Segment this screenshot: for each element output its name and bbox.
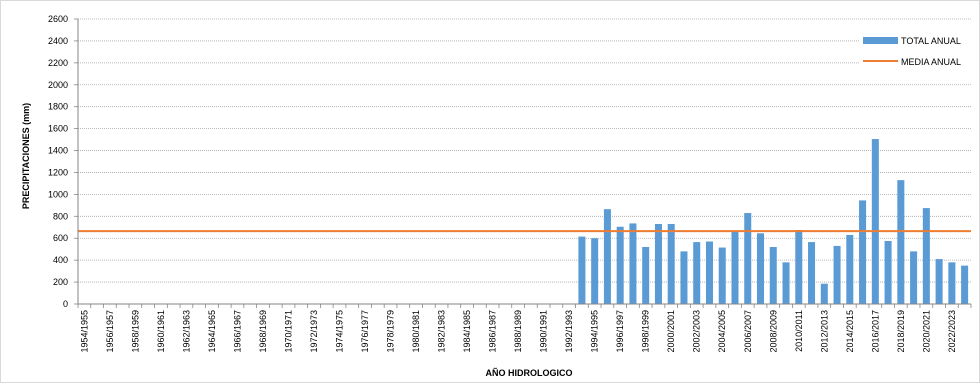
x-tick-label: 1964/1965 [207,310,217,353]
x-tick-label: 1978/1979 [386,310,396,353]
y-tick-label: 200 [53,277,68,287]
x-tick-label: 2006/2007 [743,310,753,353]
x-tick-label: 1970/1971 [283,310,293,353]
x-tick-label: 1974/1975 [335,310,345,353]
x-tick-label: 2000/2001 [666,310,676,353]
bar [616,226,624,304]
legend-bar-swatch [863,37,898,44]
x-tick-label: 2016/2017 [870,310,880,353]
bar [744,213,752,304]
bar [948,262,956,304]
y-tick-label: 2400 [48,36,68,46]
x-tick-label: 1956/1957 [105,310,115,353]
bar [667,223,675,304]
y-tick-label: 800 [53,211,68,221]
bar [897,180,905,304]
legend-total-anual: TOTAL ANUAL [901,36,961,46]
bar [591,238,599,304]
x-tick-label: 1976/1977 [360,310,370,353]
bar [871,139,879,304]
x-tick-label: 1966/1967 [232,310,242,353]
x-tick-label: 1972/1973 [309,310,319,353]
x-tick-label: 2012/2013 [819,310,829,353]
bar [629,223,637,304]
y-axis-title: PRECIPITACIONES (mm) [21,103,31,209]
x-tick-label: 1996/1997 [615,310,625,353]
x-tick-label: 1968/1969 [258,310,268,353]
x-tick-label: 2018/2019 [896,310,906,353]
x-tick-label: 2010/2011 [794,310,804,352]
legend: TOTAL ANUAL MEDIA ANUAL [859,33,971,71]
x-tick-label: 1980/1981 [411,310,421,353]
bar [782,262,790,304]
bar [859,200,867,304]
bar [718,247,726,304]
y-tick-label: 2200 [48,58,68,68]
legend-media-anual: MEDIA ANUAL [901,57,961,67]
bar [795,230,803,304]
x-tick-label: 1990/1991 [539,310,549,353]
bar [731,231,739,304]
bar [820,283,828,304]
bar [935,259,943,304]
bar [693,242,701,304]
y-tick-label: 0 [63,299,68,309]
bars [578,139,969,304]
bar [833,245,841,304]
x-tick-label: 1982/1983 [437,310,447,353]
x-tick-label: 2008/2009 [768,310,778,353]
bar [884,240,892,304]
bar [578,236,586,304]
x-tick-label: 1962/1963 [181,310,191,353]
x-tick-labels: 1954/1955 1956/1957 1958/1959 1960/1961 1962… [79,310,956,353]
x-tick-label: 2004/2005 [717,310,727,353]
x-tick-label: 2002/2003 [692,310,702,353]
bar [603,209,611,304]
x-tick-label: 1992/1993 [564,310,574,353]
bar [910,251,918,304]
y-tick-label: 1600 [48,124,68,134]
y-tick-labels: 0 200 400 600 800 1000 1200 1400 1600 1800 2000 220… [48,14,78,309]
x-tick-label: 1984/1985 [462,310,472,353]
bar [846,234,854,304]
x-tick-label: 2020/2021 [921,310,931,353]
bar [642,247,650,304]
bar [756,233,765,304]
y-tick-label: 1200 [48,167,68,177]
x-tick-label: 1960/1961 [156,310,166,353]
x-tick-label: 1994/1995 [590,310,600,353]
y-tick-label: 1800 [48,102,68,112]
y-tick-label: 2600 [48,14,68,24]
bar [961,265,969,304]
x-axis-title: AÑO HIDROLOGICO [486,368,573,378]
x-tick-label: 1986/1987 [488,310,498,353]
y-tick-label: 1000 [48,189,68,199]
x-tick-label: 1988/1989 [513,310,523,353]
x-tick-label: 1958/1959 [130,310,140,353]
bar [922,208,930,304]
axes [77,19,972,308]
x-tick-label: 1998/1999 [641,310,651,353]
y-tick-label: 2000 [48,80,68,90]
x-tick-label: 1954/1955 [79,310,89,353]
y-tick-label: 400 [53,255,68,265]
bar [808,242,816,304]
y-tick-label: 1400 [48,146,68,156]
gridlines [78,18,971,283]
bar [769,247,777,304]
y-tick-label: 600 [53,233,68,243]
bar [680,251,688,304]
x-tick-label: 2022/2023 [947,310,957,353]
bar [705,241,713,304]
x-tick-label: 2014/2015 [845,310,855,353]
bar [654,223,662,304]
